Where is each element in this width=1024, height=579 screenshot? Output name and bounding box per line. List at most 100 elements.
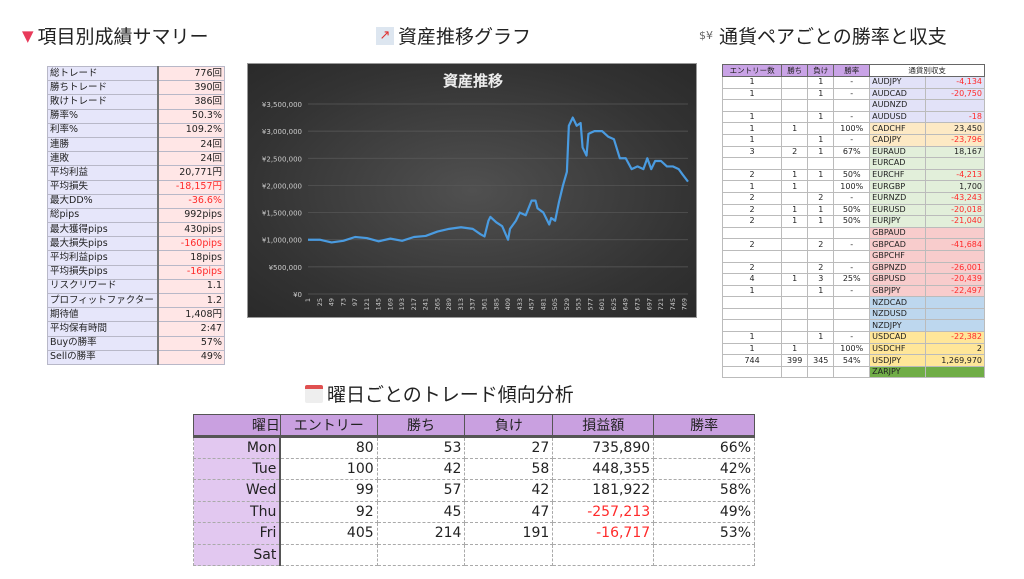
pair-row: 1 1 100% CADCHF 23,450 bbox=[721, 122, 985, 135]
wins-cell: 2 bbox=[781, 145, 809, 159]
winrate-cell bbox=[833, 365, 871, 379]
chart-heading: ↗ 資産推移グラフ bbox=[376, 22, 531, 49]
losses-cell: 1 bbox=[807, 76, 835, 89]
winrate-cell: 25% bbox=[833, 273, 871, 286]
pair-row: GBPCHF bbox=[721, 249, 985, 263]
day-name: Thu bbox=[193, 500, 282, 523]
day-cell: 42 bbox=[464, 479, 554, 502]
pnl-cell bbox=[925, 365, 985, 379]
day-row: Tue 100 42 58 448,355 42% bbox=[193, 457, 755, 480]
summary-row: 勝ちトレード 390回 bbox=[47, 80, 225, 96]
x-tick-label: 121 bbox=[363, 298, 371, 310]
pair-row: EURCAD bbox=[721, 157, 985, 170]
x-tick-label: 433 bbox=[516, 298, 524, 310]
x-tick-label: 1 bbox=[304, 298, 312, 302]
summary-row: プロフィットファクター 1.2 bbox=[47, 292, 225, 309]
summary-label: 最大損失pips bbox=[47, 236, 159, 252]
pair-row: 1 1- CADJPY -23,796 bbox=[721, 133, 985, 147]
weekday-table: 曜日 エントリー 勝ち 負け 損益額 勝率 Mon 80 53 27 735,890 66% Tue 10… bbox=[193, 414, 755, 566]
entries-cell: 2 bbox=[721, 238, 783, 251]
entries-cell: 1 bbox=[721, 122, 783, 135]
winrate-cell: - bbox=[833, 133, 871, 147]
day-cell: 58 bbox=[464, 457, 554, 480]
days-header: エントリー bbox=[279, 414, 378, 438]
pairs-title: 通貨ペアごとの勝率と収支 bbox=[719, 26, 947, 48]
wins-cell bbox=[781, 296, 809, 309]
summary-label: 敗けトレード bbox=[47, 94, 159, 110]
x-tick-label: 289 bbox=[445, 298, 453, 310]
losses-cell: 1 bbox=[807, 133, 835, 147]
pair-name: GBPJPY bbox=[869, 284, 927, 298]
pnl-cell: -21,040 bbox=[925, 215, 985, 228]
y-tick-label: ¥1,000,000 bbox=[262, 237, 302, 245]
pnl-cell: -22,382 bbox=[925, 331, 985, 344]
wins-cell bbox=[781, 76, 809, 89]
pnl-cell bbox=[925, 157, 985, 170]
pair-row: GBPAUD bbox=[721, 226, 985, 240]
summary-row: 期待値 1,408円 bbox=[47, 307, 225, 323]
day-cell: 53 bbox=[376, 436, 466, 459]
summary-label: 勝率% bbox=[47, 108, 159, 124]
x-tick-label: 625 bbox=[610, 298, 618, 310]
entries-cell: 2 bbox=[721, 168, 783, 182]
entries-cell bbox=[721, 99, 783, 112]
day-cell bbox=[279, 543, 378, 566]
entries-cell: 2 bbox=[721, 215, 783, 228]
x-tick-label: 337 bbox=[469, 298, 477, 310]
losses-cell: 3 bbox=[807, 273, 835, 286]
pair-name: AUDNZD bbox=[869, 99, 927, 112]
currency-pairs-table: エントリー数 勝ち 負け 勝率 通貨別収支 1 1- AUDJPY -4,134 1 1- AUDCA… bbox=[721, 64, 985, 379]
winrate-cell: - bbox=[833, 238, 871, 251]
pair-name: GBPCAD bbox=[869, 238, 927, 251]
pnl-cell: 23,450 bbox=[925, 122, 985, 135]
pair-row: AUDNZD bbox=[721, 99, 985, 112]
summary-row: 平均利益 20,771円 bbox=[47, 165, 225, 181]
summary-value: 992pips bbox=[157, 207, 225, 224]
pair-name: EURJPY bbox=[869, 215, 927, 228]
wins-cell bbox=[781, 249, 809, 263]
pnl-cell: -20,018 bbox=[925, 203, 985, 217]
entries-cell bbox=[721, 319, 783, 333]
losses-cell bbox=[807, 157, 835, 170]
pair-name: NZDJPY bbox=[869, 319, 927, 333]
summary-value: 24回 bbox=[157, 136, 225, 153]
entries-cell: 744 bbox=[721, 354, 783, 367]
losses-cell bbox=[807, 307, 835, 321]
day-cell: 58% bbox=[653, 479, 755, 502]
pair-row: NZDUSD bbox=[721, 307, 985, 321]
pair-row: 1 1 100% EURGBP 1,700 bbox=[721, 180, 985, 193]
entries-cell: 2 bbox=[721, 261, 783, 275]
summary-row: 総pips 992pips bbox=[47, 207, 225, 224]
days-header: 勝率 bbox=[653, 414, 755, 438]
pair-name: GBPNZD bbox=[869, 261, 927, 275]
pair-name: NZDCAD bbox=[869, 296, 927, 309]
pair-name: EURUSD bbox=[869, 203, 927, 217]
y-tick-label: ¥3,500,000 bbox=[262, 101, 302, 109]
pair-row: NZDJPY bbox=[721, 319, 985, 333]
wins-cell bbox=[781, 238, 809, 251]
winrate-cell: 100% bbox=[833, 180, 871, 193]
summary-row: 平均利益pips 18pips bbox=[47, 250, 225, 266]
currency-exchange-icon: $¥ bbox=[699, 28, 713, 42]
losses-cell bbox=[807, 99, 835, 112]
entries-cell: 1 bbox=[721, 110, 783, 124]
x-tick-label: 241 bbox=[422, 298, 430, 310]
winrate-cell: 50% bbox=[833, 168, 871, 182]
losses-cell: 1 bbox=[807, 203, 835, 217]
pair-row: 2 1 1 50% EURJPY -21,040 bbox=[721, 215, 985, 228]
pair-name: AUDCAD bbox=[869, 87, 927, 101]
winrate-cell: 67% bbox=[833, 145, 871, 159]
losses-cell: 2 bbox=[807, 261, 835, 275]
y-tick-label: ¥2,000,000 bbox=[262, 182, 302, 190]
y-tick-label: ¥0 bbox=[293, 291, 302, 299]
summary-label: 最大獲得pips bbox=[47, 222, 159, 238]
pnl-cell: -20,439 bbox=[925, 273, 985, 286]
summary-value: 24回 bbox=[157, 151, 225, 167]
wins-cell bbox=[781, 99, 809, 112]
pair-name: CADCHF bbox=[869, 122, 927, 135]
pnl-cell: -4,213 bbox=[925, 168, 985, 182]
x-tick-label: 529 bbox=[563, 298, 571, 310]
day-cell: 47 bbox=[464, 500, 554, 523]
y-tick-label: ¥500,000 bbox=[269, 264, 302, 272]
losses-cell bbox=[807, 365, 835, 379]
